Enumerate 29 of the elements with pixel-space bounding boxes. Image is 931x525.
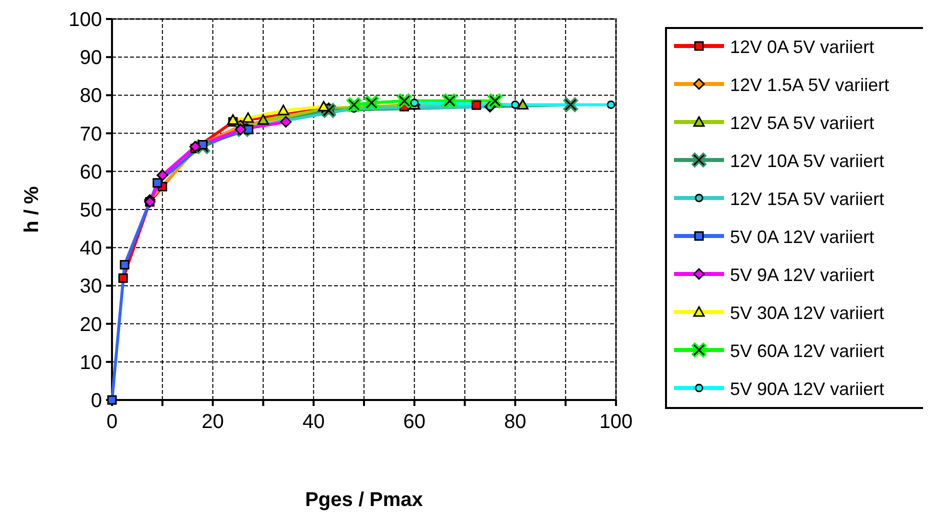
legend-label: 5V 30A 12V variiert (730, 303, 884, 323)
y-tick-label: 0 (90, 390, 102, 412)
x-axis-title: Pges / Pmax (305, 489, 423, 511)
x-tick-label: 60 (403, 411, 426, 433)
y-tick-label: 40 (80, 238, 102, 260)
y-tick-label: 70 (80, 123, 102, 146)
x-tick-label: 40 (302, 411, 325, 433)
legend-label: 12V 0A 5V variiert (730, 37, 874, 57)
legend-label: 12V 1.5A 5V variiert (730, 75, 890, 95)
y-tick-label: 10 (80, 352, 102, 374)
legend-label: 5V 90A 12V variiert (730, 379, 884, 399)
x-tick-label: 0 (106, 411, 118, 433)
x-tick-label: 20 (202, 411, 224, 433)
x-tick-label: 100 (599, 411, 633, 433)
legend-label: 12V 5A 5V variiert (730, 113, 874, 133)
y-tick-label: 80 (80, 85, 102, 108)
legend-label: 5V 0A 12V variiert (730, 227, 874, 247)
y-tick-label: 100 (68, 9, 102, 31)
legend-label: 12V 15A 5V variiert (730, 189, 884, 209)
y-tick-label: 90 (80, 47, 102, 70)
legend-label: 5V 60A 12V variiert (730, 341, 884, 361)
legend-label: 5V 9A 12V variiert (730, 265, 874, 285)
y-tick-label: 30 (80, 276, 102, 298)
legend-label: 12V 10A 5V variiert (730, 151, 884, 171)
y-tick-label: 20 (80, 314, 102, 336)
y-tick-label: 50 (80, 200, 102, 222)
y-tick-label: 60 (80, 161, 102, 184)
y-axis-title: h / % (21, 186, 43, 233)
x-tick-label: 80 (504, 411, 526, 433)
